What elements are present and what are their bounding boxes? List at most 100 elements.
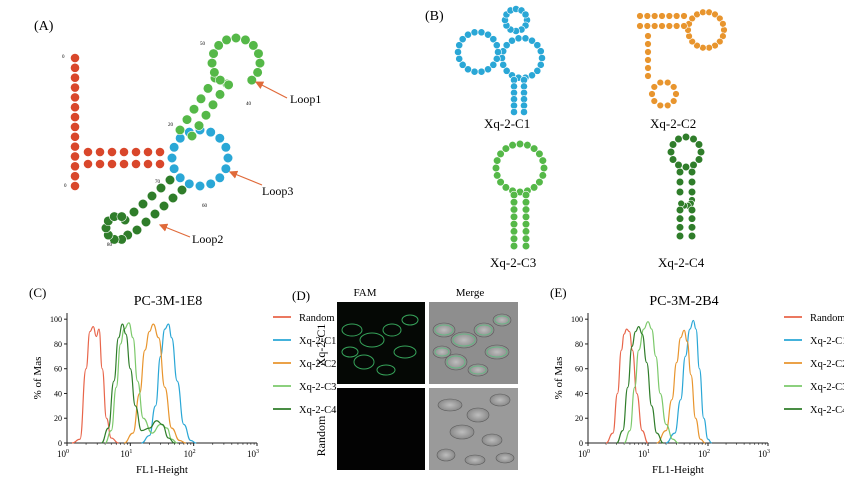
struct-node-c3 [509, 205, 519, 214]
struct-node-c2 [672, 22, 681, 30]
series-line-xq-2-c3 [623, 321, 679, 444]
struct-node-c2 [658, 22, 666, 30]
rna-node-red [107, 159, 117, 169]
merge-cell [450, 331, 478, 349]
struct-node-c1 [499, 60, 508, 69]
rna-node-red [155, 159, 165, 169]
struct-node-c4 [675, 223, 685, 232]
panel-a-label: (A) [34, 19, 54, 34]
struct-node-c3 [521, 234, 531, 243]
struct-node-c2 [719, 20, 727, 28]
merge-fluorescence [434, 347, 450, 357]
struct-node-c2 [644, 32, 652, 40]
loop2-arrow [158, 223, 191, 238]
struct-node-c3 [509, 227, 519, 236]
struct-node-c3 [509, 234, 519, 243]
x-axis-label: FL1-Height [652, 464, 704, 476]
struct-node-c1 [510, 108, 518, 116]
series-line-xq-2-c2 [124, 323, 186, 444]
rna-node-blue [214, 133, 225, 144]
struct-node-c4 [694, 155, 704, 164]
struct-node-c4 [675, 205, 685, 215]
struct-node-c2 [648, 90, 656, 98]
struct-node-c2 [650, 83, 658, 91]
struct-node-c3 [530, 183, 539, 192]
struct-node-c2 [699, 8, 707, 16]
struct-node-c4 [687, 223, 697, 232]
struct-node-c1 [502, 41, 511, 50]
y-tick-label: 40 [54, 389, 62, 398]
structure-label-c2: Xq-2-C2 [650, 116, 696, 131]
fluorescent-cell [376, 364, 396, 376]
struct-node-c2 [670, 97, 678, 105]
y-axis-label: % of Mas [553, 357, 565, 400]
number-label: 0 [64, 184, 67, 189]
struct-node-c1 [477, 28, 486, 37]
merge-fluorescence [486, 346, 508, 358]
x-tick-label: 103 [758, 449, 770, 459]
struct-node-c4 [675, 231, 685, 241]
rna-node-red [70, 112, 80, 122]
series-line-xq-2-c2 [656, 329, 706, 444]
struct-node-c3 [515, 139, 525, 149]
struct-node-c4 [675, 177, 685, 187]
panel-b: (B) Xq-2-C1 Xq-2-C2 Xq-2-C3 Xq-2-C4 [425, 5, 728, 270]
structure-label-c1: Xq-2-C1 [484, 116, 530, 131]
rna-node-red [131, 147, 141, 157]
struct-node-c2 [664, 101, 672, 110]
legend-label: Xq-2-C3 [299, 382, 336, 393]
struct-node-c4 [687, 214, 697, 223]
struct-node-c2 [665, 22, 674, 30]
struct-node-c4 [694, 140, 704, 149]
merge-cell [437, 398, 463, 412]
rna-node-green [208, 48, 219, 59]
rna-node-green [213, 40, 224, 51]
panel-label: (E) [550, 285, 567, 300]
fam-random-image [337, 388, 425, 470]
merge-cell [444, 353, 468, 371]
y-axis-label: % of Mas [32, 357, 44, 400]
legend-label: Random [299, 313, 335, 324]
struct-node-c4 [668, 155, 678, 164]
rna-node-darkgreen [176, 184, 188, 196]
rna-node-green [221, 34, 232, 46]
struct-node-c2 [650, 12, 659, 20]
rna-node-darkgreen [116, 211, 127, 222]
merge-fluorescence [475, 324, 493, 336]
struct-node-c1 [514, 34, 523, 43]
structure-label-c4: Xq-2-C4 [658, 255, 705, 270]
series-line-xq-2-c1 [141, 323, 197, 444]
struct-node-c1 [489, 60, 498, 69]
rna-node-green [174, 124, 186, 136]
rna-node-blue [166, 152, 178, 164]
struct-node-c3 [496, 178, 505, 187]
struct-node-c2 [644, 40, 652, 48]
series-line-xq-2-c3 [104, 322, 178, 444]
loop1-label: Loop1 [290, 92, 321, 106]
struct-node-c2 [685, 32, 693, 40]
rna-node-red [70, 102, 80, 113]
fam-fluorescence [341, 314, 419, 376]
rna-node-blue [220, 142, 231, 153]
struct-node-c3 [493, 171, 502, 180]
struct-node-c3 [501, 183, 510, 192]
legend-label: Xq-2-C3 [810, 382, 844, 393]
struct-node-c2 [644, 48, 652, 56]
struct-node-c3 [496, 149, 505, 158]
struct-node-c2 [658, 12, 666, 20]
struct-node-c2 [644, 56, 652, 64]
struct-node-c2 [650, 22, 659, 30]
y-tick-label: 0 [579, 439, 583, 448]
rna-node-red [131, 159, 141, 169]
rna-node-green [200, 110, 212, 121]
rna-node-darkgreen [137, 198, 149, 210]
rna-node-green [193, 120, 205, 131]
struct-node-c4 [687, 231, 697, 241]
struct-node-c2 [680, 12, 688, 20]
merge-fluorescence [434, 324, 454, 336]
struct-node-c4 [677, 199, 685, 208]
rna-node-red [119, 159, 129, 169]
struct-node-c3 [538, 156, 547, 165]
struct-node-c1 [455, 54, 464, 63]
